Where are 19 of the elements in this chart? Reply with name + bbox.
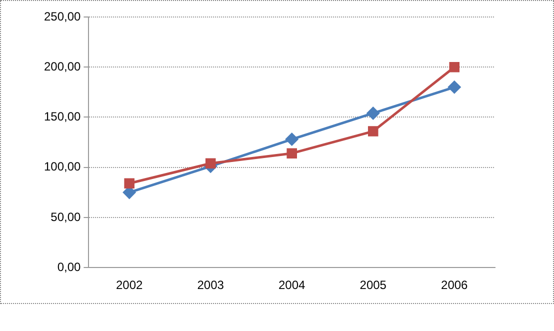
point [368, 126, 378, 136]
y-tick-label: 100,00 [44, 160, 82, 174]
point [286, 133, 298, 146]
y-tick-label: 250,00 [44, 9, 82, 24]
point [124, 178, 134, 189]
y-tick-label: 50,00 [50, 210, 82, 224]
point [449, 62, 460, 72]
x-tick-label: 2004 [278, 278, 306, 292]
x-tick-label: 2003 [197, 278, 224, 292]
y-tick-label: 200,00 [44, 59, 82, 74]
point [286, 148, 297, 158]
y-tick-label: 150,00 [44, 110, 82, 124]
point [448, 80, 461, 94]
point [366, 106, 380, 120]
x-tick-label: 2005 [360, 278, 387, 292]
x-tick-label: 2002 [116, 278, 144, 292]
x-tick-label: 2006 [441, 278, 468, 292]
y-tick-label: 0,00 [57, 260, 82, 274]
point [205, 158, 216, 168]
